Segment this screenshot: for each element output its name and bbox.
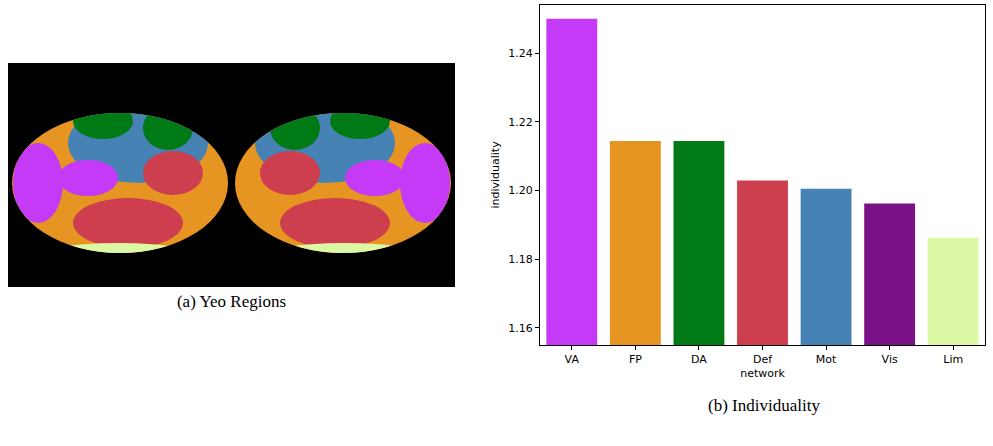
svg-text:FP: FP (629, 353, 642, 366)
svg-text:Vis: Vis (882, 353, 898, 366)
svg-text:network: network (740, 367, 785, 380)
html-text:(b) Individuality: (b) Individuality (708, 396, 820, 415)
svg-text:1.18: 1.18 (508, 253, 533, 266)
html-text:(a) Yeo Regions: (a) Yeo Regions (177, 292, 286, 311)
svg-text:1.24: 1.24 (508, 47, 533, 60)
svg-text:DA: DA (691, 353, 707, 366)
svg-text:Lim: Lim (943, 353, 963, 366)
svg-text:Mot: Mot (816, 353, 837, 366)
svg-text:1.22: 1.22 (508, 116, 533, 129)
svg-text:Def: Def (753, 353, 773, 366)
svg-text:1.20: 1.20 (508, 184, 533, 197)
svg-text:individuality: individuality (489, 141, 502, 209)
svg-text:1.16: 1.16 (508, 322, 533, 335)
svg-text:VA: VA (565, 353, 580, 366)
